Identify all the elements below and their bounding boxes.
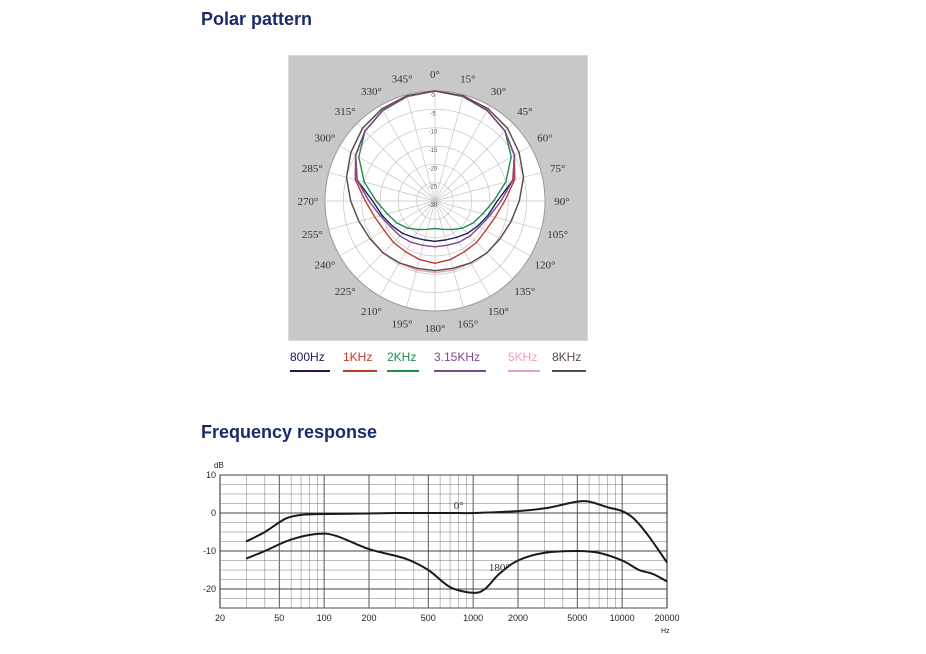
polar-angle-label: 240° — [315, 260, 336, 272]
legend-swatch — [552, 370, 586, 372]
polar-grid-spoke — [434, 122, 514, 202]
legend-item-2khz: 2KHz — [387, 350, 419, 372]
freq-y-tick-label: -20 — [203, 584, 216, 594]
legend-swatch — [434, 370, 486, 372]
polar-angle-label: 30° — [491, 86, 506, 98]
polar-series-8khz — [345, 90, 525, 272]
freq-x-tick-label: 5000 — [567, 613, 587, 623]
polar-angle-label: 135° — [514, 286, 535, 298]
legend-item-5khz: 5KHz — [508, 350, 540, 372]
polar-radial-label: -5 — [430, 111, 436, 117]
polar-grid-spoke — [434, 200, 514, 280]
freq-series-label: 0° — [454, 500, 464, 512]
polar-angle-label: 300° — [315, 133, 336, 145]
legend-item-3-15khz: 3.15KHz — [434, 350, 486, 372]
freq-series-180deg — [245, 532, 668, 594]
freq-x-tick-label: 20 — [215, 613, 225, 623]
polar-grid-spoke — [406, 94, 436, 202]
polar-grid-spoke — [406, 200, 436, 308]
polar-radial-label: -25 — [429, 185, 438, 191]
polar-angle-label: 180° — [425, 323, 446, 335]
polar-angle-label: 15° — [460, 73, 475, 85]
freq-x-tick-label: 2000 — [508, 613, 528, 623]
polar-grid-spoke — [434, 200, 531, 257]
freq-y-tick-label: 10 — [206, 470, 216, 480]
freq-x-axis-unit: Hz — [661, 628, 670, 635]
legend-swatch — [290, 370, 330, 372]
legend-label: 1KHz — [343, 350, 373, 364]
polar-angle-label: 315° — [335, 106, 356, 118]
polar-legend: 800Hz 1KHz 2KHz 3.15KHz 5KHz 8KHz — [288, 350, 588, 376]
polar-angle-label: 330° — [361, 86, 382, 98]
freq-x-tick-label: 500 — [421, 613, 436, 623]
legend-item-800hz: 800Hz — [290, 350, 330, 372]
legend-swatch — [343, 370, 377, 372]
polar-grid-spoke — [356, 200, 436, 280]
polar-angle-label: 75° — [550, 163, 565, 175]
polar-angle-label: 345° — [392, 73, 413, 85]
polar-angle-label: 195° — [392, 319, 413, 331]
polar-radial-label: 0 — [431, 93, 435, 99]
polar-grid-spoke — [379, 200, 436, 297]
polar-angle-label: 120° — [535, 260, 556, 272]
polar-angle-label: 285° — [302, 163, 323, 175]
polar-grid-spoke — [356, 122, 436, 202]
polar-grid-spoke — [339, 200, 436, 257]
polar-grid-spoke — [434, 200, 464, 308]
legend-label: 800Hz — [290, 350, 325, 364]
legend-item-8khz: 8KHz — [552, 350, 586, 372]
polar-angle-label: 255° — [302, 229, 323, 241]
freq-x-tick-label: 50 — [274, 613, 284, 623]
legend-swatch — [508, 370, 540, 372]
freq-y-tick-label: -10 — [203, 546, 216, 556]
polar-angle-label: 90° — [554, 196, 569, 208]
polar-grid-spoke — [434, 200, 491, 297]
polar-angle-label: 165° — [457, 319, 478, 331]
legend-label: 2KHz — [387, 350, 417, 364]
polar-angle-label: 0° — [430, 69, 440, 81]
polar-angle-label: 270° — [298, 196, 319, 208]
polar-series-3-15khz — [354, 90, 516, 248]
polar-grid-spoke — [434, 94, 464, 202]
polar-radial-label: -30 — [429, 203, 438, 209]
polar-angle-label: 45° — [517, 106, 532, 118]
legend-label: 3.15KHz — [434, 350, 481, 364]
polar-angle-label: 60° — [537, 133, 552, 145]
freq-x-tick-label: 20000 — [654, 613, 679, 623]
polar-chart: 0 -5 -10 -15 -20 -25 -30 0° 15° 30° 45° 60° 75° 90° 10… — [298, 69, 570, 335]
polar-radial-label: -20 — [429, 166, 438, 172]
legend-item-1khz: 1KHz — [343, 350, 377, 372]
frequency-response-heading: Frequency response — [201, 422, 378, 442]
legend-label: 8KHz — [552, 350, 582, 364]
polar-angle-label: 210° — [361, 306, 382, 318]
polar-radial-label: -15 — [429, 148, 438, 154]
freq-series-0deg — [245, 500, 668, 563]
polar-series-2khz — [358, 90, 512, 231]
freq-x-tick-label: 10000 — [610, 613, 635, 623]
freq-x-tick-label: 100 — [317, 613, 332, 623]
polar-angle-label: 105° — [547, 229, 568, 241]
polar-chart-panel: 0 -5 -10 -15 -20 -25 -30 0° 15° 30° 45° 60° 75° 90° 10… — [288, 55, 588, 341]
polar-grid-spoke — [379, 105, 436, 202]
legend-swatch — [387, 370, 419, 372]
polar-pattern-heading: Polar pattern — [201, 9, 313, 29]
polar-radial-label: -10 — [429, 130, 438, 136]
freq-x-tick-label: 1000 — [463, 613, 483, 623]
freq-x-tick-label: 200 — [361, 613, 376, 623]
freq-series-label: 180° — [489, 562, 510, 574]
legend-label: 5KHz — [508, 350, 538, 364]
polar-grid-spoke — [434, 105, 491, 202]
freq-y-tick-label: 0 — [211, 508, 216, 518]
polar-angle-label: 225° — [335, 286, 356, 298]
freq-y-axis-label: dB — [214, 461, 224, 470]
polar-angle-label: 150° — [488, 306, 509, 318]
